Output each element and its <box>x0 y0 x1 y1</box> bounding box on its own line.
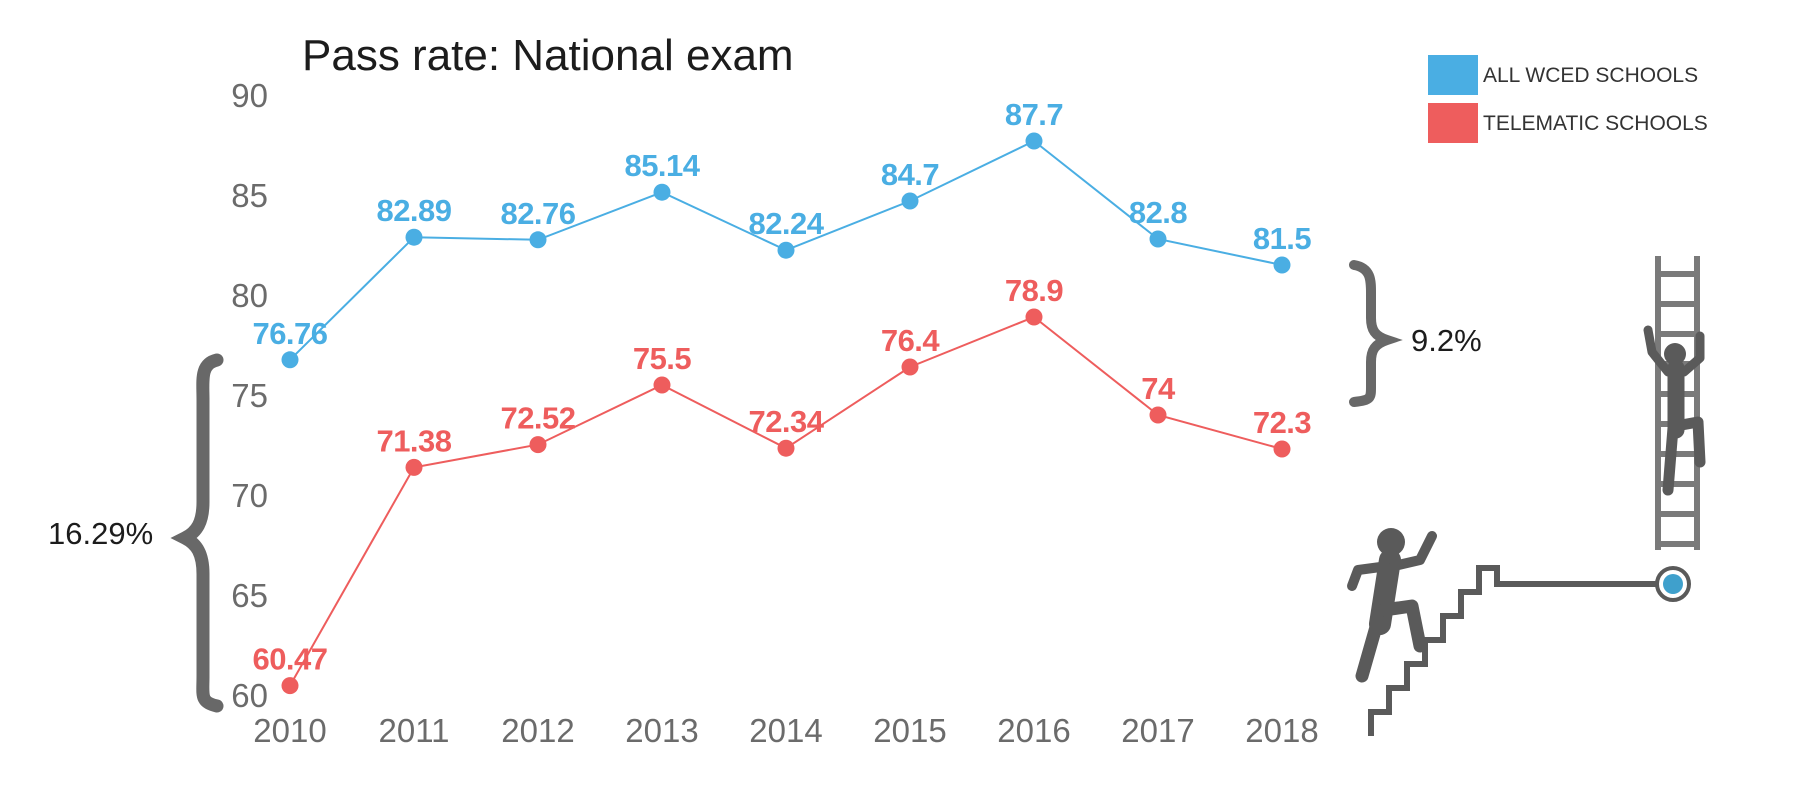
data-label: 74 <box>1141 371 1176 406</box>
right-brace-annotation: 9.2% <box>1349 260 1482 407</box>
data-label: 84.7 <box>881 157 939 192</box>
x-tick-label: 2017 <box>1121 712 1194 749</box>
legend: ALL WCED SCHOOLS TELEMATIC SCHOOLS <box>1428 55 1708 143</box>
data-point <box>777 439 795 457</box>
data-point <box>777 241 795 259</box>
left-brace <box>170 353 224 713</box>
data-point <box>901 358 919 376</box>
data-point <box>281 351 299 369</box>
data-label: 72.52 <box>500 401 575 436</box>
data-label: 82.24 <box>748 206 824 241</box>
data-label: 60.47 <box>252 642 327 677</box>
climbing-person-icon <box>1643 325 1706 496</box>
data-point <box>281 677 299 695</box>
chart-title: Pass rate: National exam <box>302 31 794 80</box>
legend-swatch <box>1428 55 1478 95</box>
right-brace <box>1349 260 1403 407</box>
legend-swatch <box>1428 103 1478 143</box>
y-axis: 60 65 70 75 80 85 90 <box>231 77 268 714</box>
staircase-icon <box>1368 565 1671 736</box>
x-tick-label: 2011 <box>379 712 450 749</box>
x-tick-label: 2012 <box>501 712 574 749</box>
data-label: 76.76 <box>252 316 327 351</box>
y-tick-label: 85 <box>231 177 268 214</box>
data-label: 78.9 <box>1005 273 1064 308</box>
data-point <box>653 376 671 394</box>
data-label: 82.76 <box>500 196 575 231</box>
series-all-wced-schools: 76.76 82.89 82.76 85.14 82.24 84.7 87.7 82.8 81.… <box>252 97 1312 369</box>
data-point <box>901 192 919 210</box>
data-label: 82.89 <box>376 193 451 228</box>
x-axis: 2010 2011 2012 2013 2014 2015 2016 2017 2018 <box>253 712 1318 749</box>
data-label: 87.7 <box>1005 97 1063 132</box>
x-tick-label: 2016 <box>997 712 1070 749</box>
right-brace-label: 9.2% <box>1411 323 1482 358</box>
data-point <box>653 183 671 201</box>
series-layer: 76.76 82.89 82.76 85.14 82.24 84.7 87.7 82.8 81.… <box>252 97 1312 695</box>
data-label: 72.34 <box>748 404 824 439</box>
data-point <box>529 231 547 249</box>
data-point <box>1149 406 1167 424</box>
data-label: 76.4 <box>881 323 941 358</box>
x-tick-label: 2015 <box>873 712 946 749</box>
data-label: 85.14 <box>624 148 700 183</box>
series-line <box>289 315 1283 687</box>
y-tick-label: 65 <box>231 577 268 614</box>
data-point <box>1025 308 1043 326</box>
legend-label: ALL WCED SCHOOLS <box>1483 64 1698 87</box>
data-point <box>405 228 423 246</box>
data-point <box>1149 230 1167 248</box>
x-tick-label: 2014 <box>749 712 822 749</box>
x-tick-label: 2010 <box>253 712 326 749</box>
series-telematic-schools: 60.47 71.38 72.52 75.5 72.34 76.4 78.9 74 72.3 <box>252 273 1312 695</box>
left-brace-annotation: 16.29% <box>48 353 224 713</box>
y-tick-label: 60 <box>231 677 268 714</box>
goal-marker-icon <box>1655 566 1691 602</box>
data-label: 72.3 <box>1253 405 1312 440</box>
data-point <box>405 458 423 476</box>
data-label: 75.5 <box>633 341 692 376</box>
x-tick-label: 2013 <box>625 712 698 749</box>
left-brace-label: 16.29% <box>48 516 153 551</box>
data-label: 71.38 <box>376 423 451 458</box>
legend-label: TELEMATIC SCHOOLS <box>1483 112 1708 135</box>
data-point <box>1273 440 1291 458</box>
y-tick-label: 75 <box>231 377 268 414</box>
data-point <box>1025 132 1043 150</box>
y-tick-label: 90 <box>231 77 268 114</box>
running-person-icon <box>1347 528 1437 683</box>
data-point <box>529 436 547 454</box>
x-tick-label: 2018 <box>1245 712 1318 749</box>
data-label: 82.8 <box>1129 195 1188 230</box>
y-tick-label: 80 <box>231 277 268 314</box>
data-point <box>1273 256 1291 274</box>
data-label: 81.5 <box>1253 221 1312 256</box>
y-tick-label: 70 <box>231 477 268 514</box>
